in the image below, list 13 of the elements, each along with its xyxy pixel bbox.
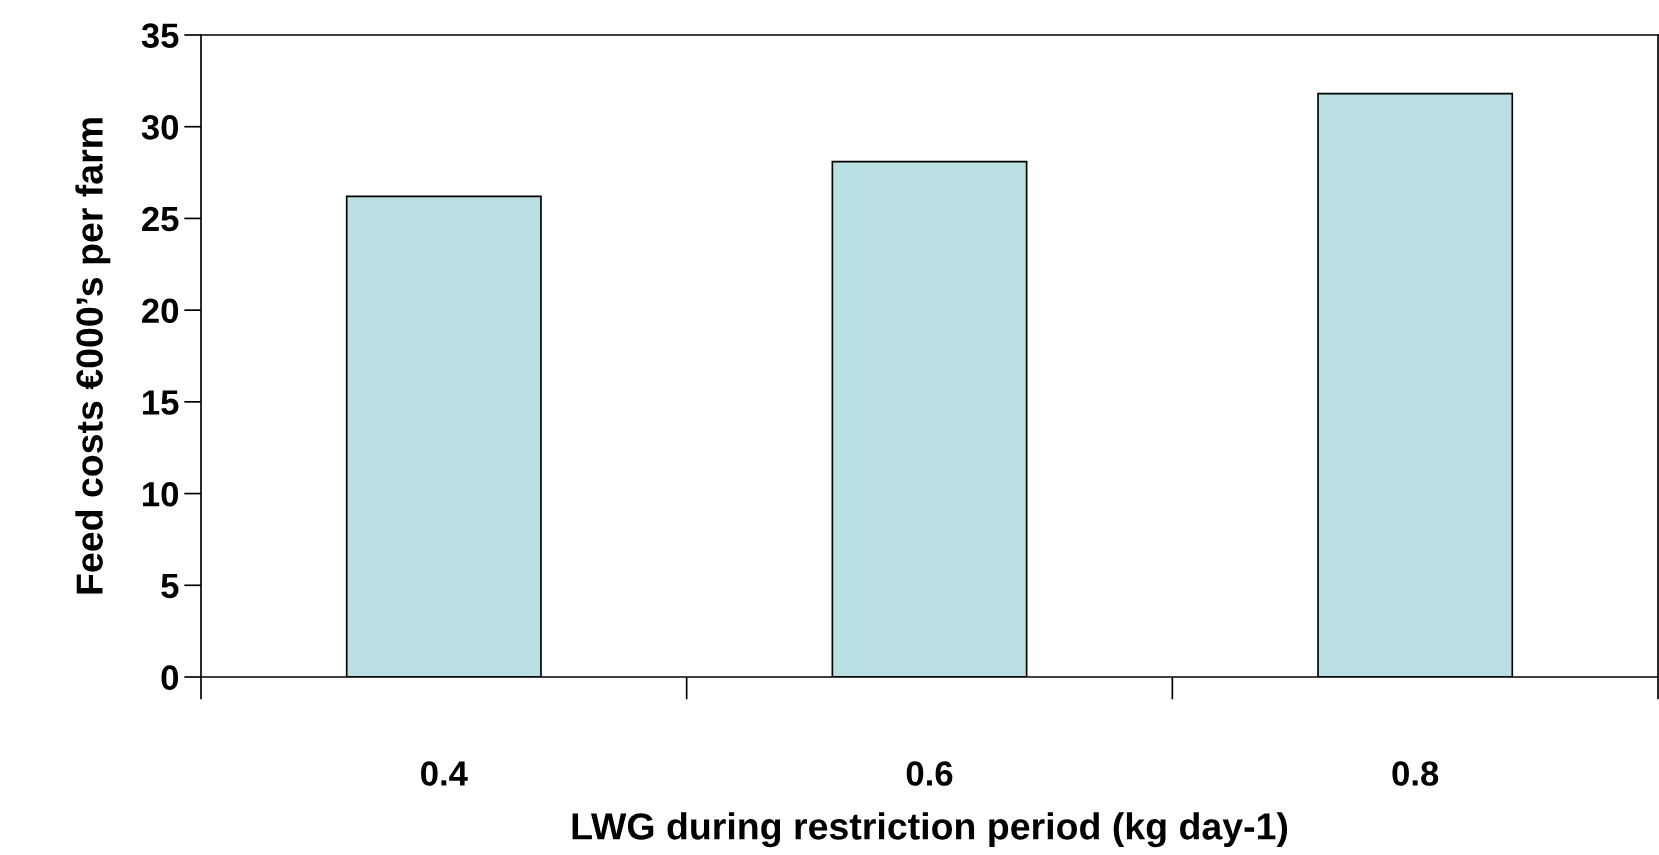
y-axis-title: Feed costs €000’s per farm [75, 118, 111, 594]
y-tick-label: 15 [143, 390, 179, 415]
x-tick-label: 0.4 [421, 761, 468, 786]
y-tick-label: 30 [141, 115, 179, 140]
x-tick-label: 0.6 [906, 761, 953, 786]
y-tick-label: 20 [142, 298, 179, 324]
y-tick-label: 0 [161, 665, 179, 690]
y-tick-label: 35 [141, 23, 179, 48]
x-axis-title: LWG during restriction period (kg day-1) [572, 812, 1288, 848]
y-tick-label: 10 [143, 481, 179, 507]
y-tick-label: 5 [161, 573, 179, 599]
x-tick-label: 0.8 [1392, 761, 1439, 786]
y-tick-label: 25 [142, 206, 179, 232]
